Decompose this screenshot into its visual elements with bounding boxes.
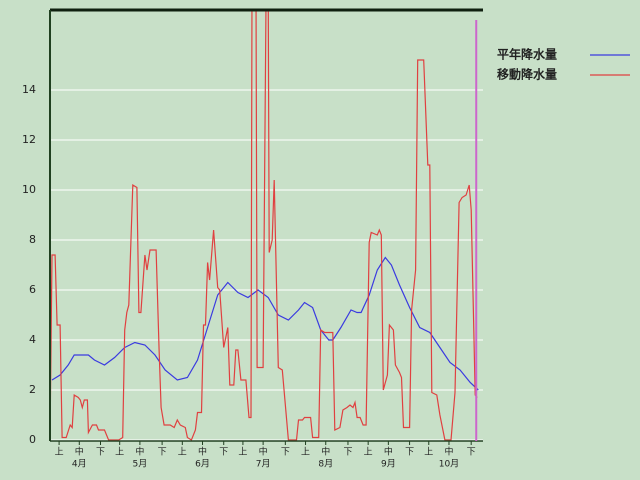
x-tick-label: 上 [301,447,310,458]
x-tick-label: 中 [384,446,393,458]
x-tick-label: 下 [158,448,167,458]
x-tick-label: 上 [55,447,64,458]
y-tick-label: 14 [22,83,36,96]
month-label: 7月 [256,459,271,470]
y-tick-label: 8 [29,233,36,246]
month-label: 5月 [133,459,148,470]
x-tick-label: 中 [135,446,144,458]
legend-label: 平年降水量 [497,47,557,62]
series-line [51,256,479,391]
legend-label: 移動降水量 [497,67,557,82]
y-tick-label: 2 [29,383,36,396]
series-line [50,10,478,441]
month-label: 6月 [195,459,210,470]
x-tick-label: 中 [198,446,207,458]
y-tick-label: 4 [29,333,36,346]
x-tick-label: 上 [115,447,124,458]
month-label: 8月 [318,459,333,470]
plot-area [50,10,479,441]
x-tick-label: 下 [343,448,352,458]
x-tick-label: 上 [238,447,247,458]
x-tick-label: 中 [75,446,84,458]
y-tick-label: 6 [29,283,36,296]
y-tick-label: 10 [22,183,36,196]
x-tick-label: 上 [424,447,433,458]
month-label: 4月 [72,459,87,470]
x-tick-label: 中 [321,446,330,458]
x-tick-label: 上 [178,447,187,458]
x-tick-label: 下 [405,448,414,458]
grid [50,89,483,441]
x-tick-label: 上 [364,447,373,458]
x-tick-label: 中 [259,446,268,458]
x-tick-label: 下 [281,448,290,458]
y-tick-label: 0 [29,433,36,446]
y-tick-label: 12 [22,133,36,146]
x-tick-label: 下 [467,448,476,458]
month-label: 10月 [439,459,459,470]
month-label: 9月 [381,459,396,470]
x-tick-label: 下 [96,448,105,458]
x-tick-label: 下 [219,448,228,458]
x-tick-label: 中 [444,446,453,458]
